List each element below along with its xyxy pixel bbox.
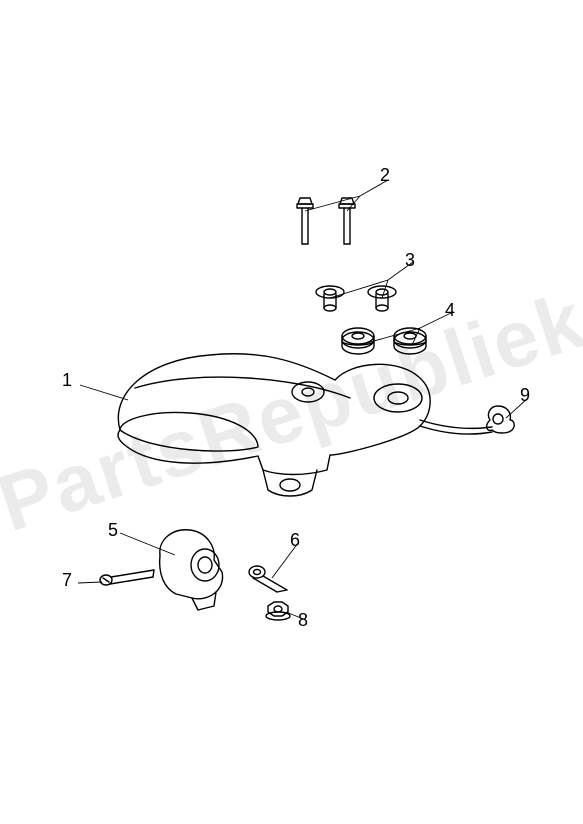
part-cable-clip: [487, 406, 515, 433]
callout-8: 8: [298, 610, 308, 631]
parts-diagram-svg: [0, 0, 583, 824]
callout-9: 9: [520, 385, 530, 406]
callout-2: 2: [380, 165, 390, 186]
part-socket-bolt: [249, 566, 287, 592]
callout-6: 6: [290, 530, 300, 551]
callout-7: 7: [62, 570, 72, 591]
callout-4: 4: [445, 300, 455, 321]
part-long-screw: [100, 570, 154, 585]
callout-5: 5: [108, 520, 118, 541]
callout-1: 1: [62, 370, 72, 391]
part-lamp: [160, 530, 223, 610]
callout-3: 3: [405, 250, 415, 271]
leader-lines: [78, 180, 528, 620]
part-main-housing: [118, 354, 492, 496]
part-flange-nut: [266, 602, 290, 620]
